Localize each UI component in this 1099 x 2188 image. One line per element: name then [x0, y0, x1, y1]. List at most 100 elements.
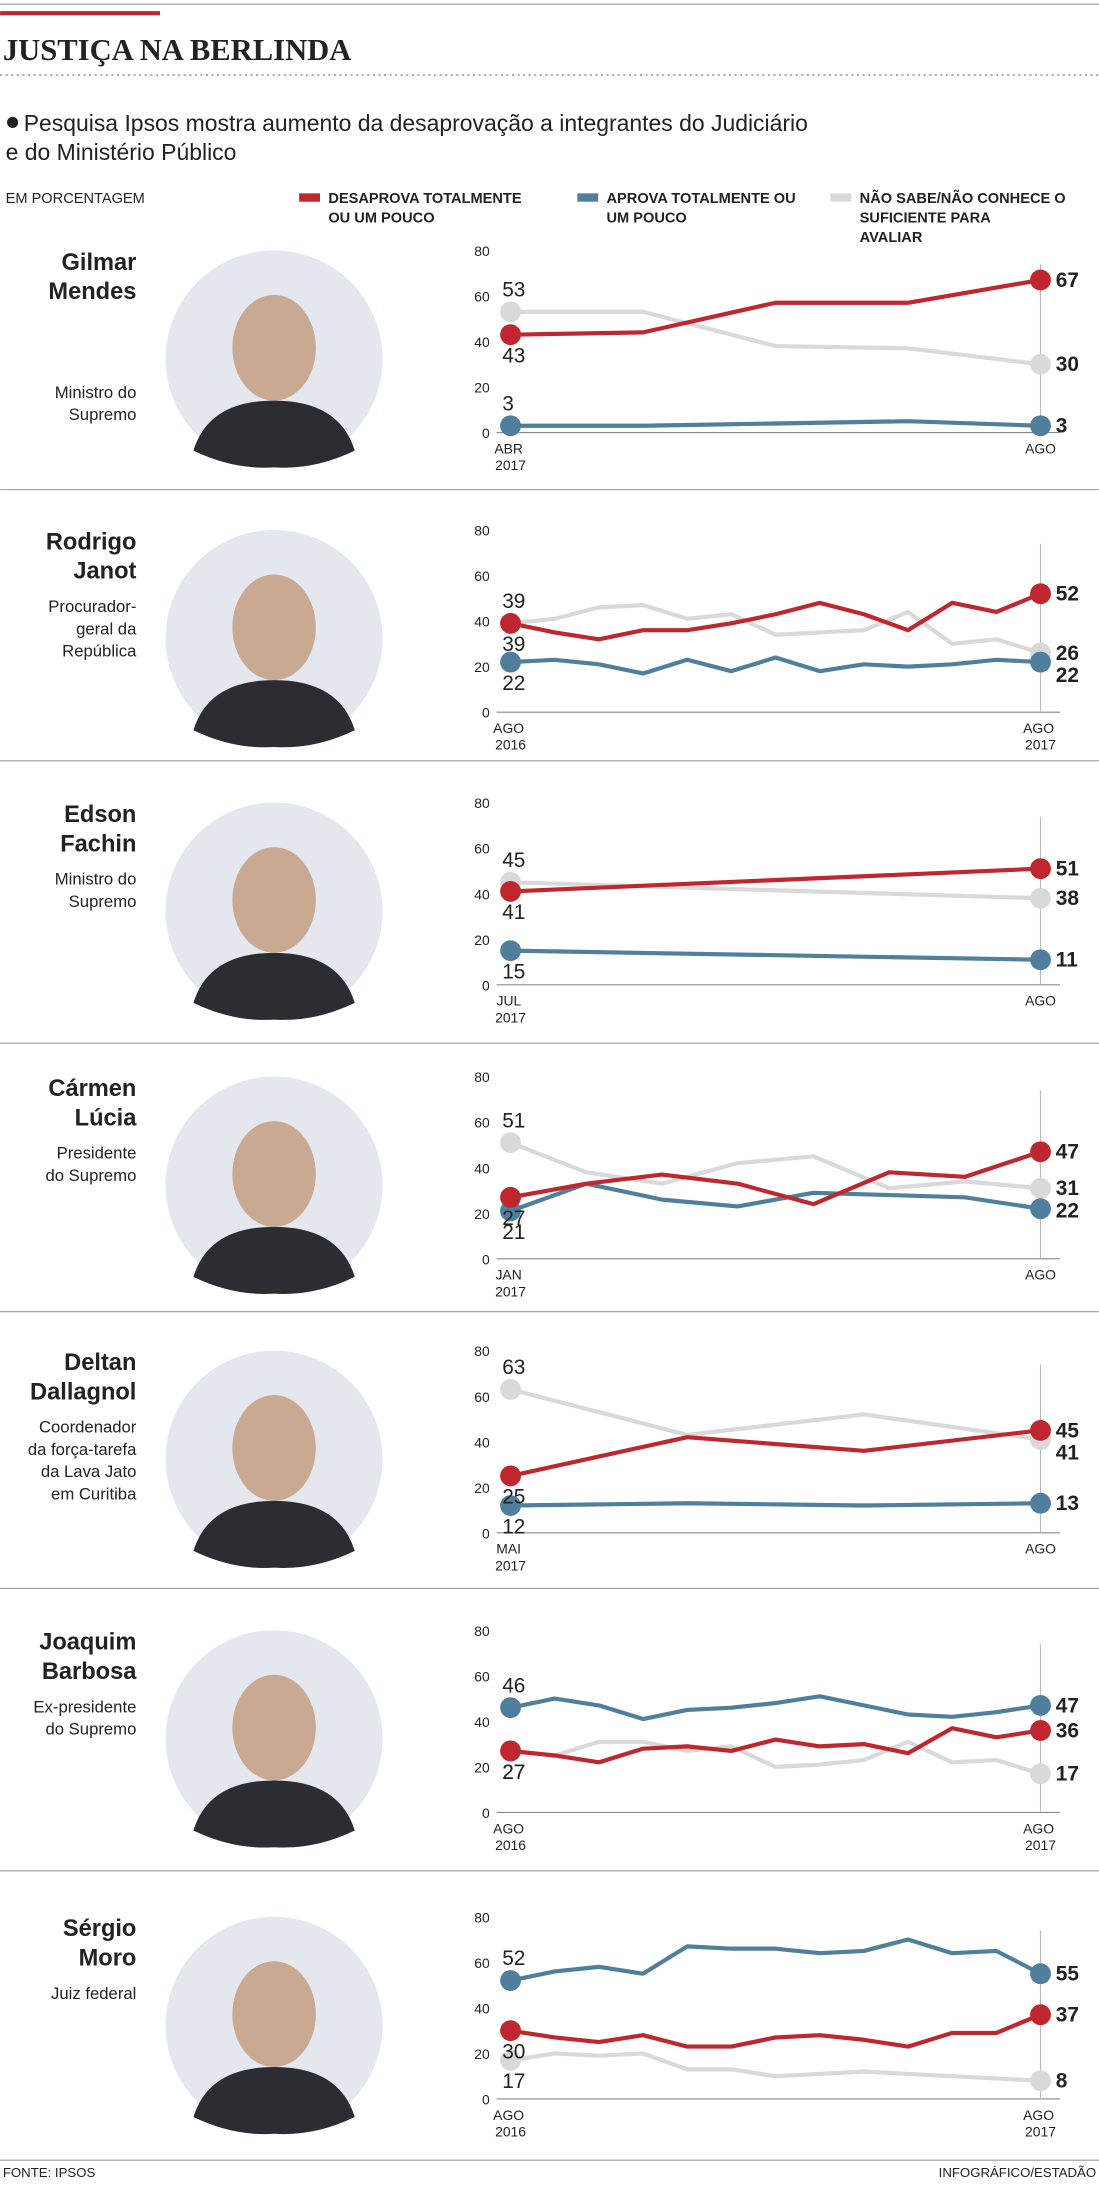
y-tick-label: 80 — [474, 1343, 490, 1359]
end-dot — [1030, 887, 1051, 909]
x-tick-label: AGO — [1025, 993, 1056, 1009]
series-line — [510, 1149, 1042, 1207]
series-line — [510, 866, 1041, 894]
start-label: 39 — [502, 633, 525, 656]
end-label: 67 — [1056, 269, 1079, 292]
credit: INFOGRÁFICO/ESTADÃO — [939, 2165, 1096, 2180]
end-dot — [1030, 1720, 1051, 1741]
y-tick-label: 60 — [474, 1668, 490, 1684]
end-dot — [1030, 858, 1051, 880]
series-line — [510, 419, 1041, 428]
legend-label: NÃO SABE/NÃO CONHECE O SUFICIENTE PARA A… — [860, 189, 1070, 246]
y-tick-label: 0 — [482, 2092, 490, 2108]
x-tick-label: ABR 2017 — [494, 440, 526, 473]
end-dot — [500, 1132, 521, 1154]
person-role: Procurador-geral da República — [48, 597, 137, 661]
subtitle-line: e do Ministério Público — [6, 139, 237, 165]
photo-body — [193, 400, 355, 468]
y-tick-label: 0 — [482, 1525, 490, 1541]
person-role-line: Supremo — [69, 405, 137, 424]
end-label: 8 — [1056, 2070, 1068, 2093]
end-dot — [1030, 2004, 1051, 2026]
end-label: 41 — [1056, 1442, 1080, 1465]
x-tick-label: AGO 2017 — [1023, 720, 1058, 753]
end-label: 31 — [1056, 1177, 1080, 1200]
y-tick-label: 40 — [474, 334, 490, 350]
series-line — [510, 2012, 1042, 2049]
start-label: 51 — [502, 1109, 525, 1132]
y-tick-label: 20 — [474, 659, 490, 675]
person-role-line: Procurador- — [48, 597, 136, 616]
series-line — [510, 309, 1041, 367]
person-name-line: Janot — [73, 559, 136, 585]
photo-head — [232, 1674, 316, 1781]
end-dot — [500, 1495, 521, 1516]
end-label: 22 — [1056, 1199, 1079, 1222]
person-role-line: do Supremo — [45, 1720, 136, 1739]
end-label: 17 — [1056, 1763, 1079, 1786]
end-dot — [1030, 1492, 1051, 1514]
x-tick-label: AGO — [1025, 440, 1056, 456]
end-dot — [500, 2049, 521, 2071]
legend-swatch — [299, 193, 320, 202]
person-name-line: Gilmar — [62, 250, 137, 276]
person-role-line: da Lava Jato — [41, 1462, 137, 1481]
end-label: 36 — [1056, 1719, 1079, 1742]
person-name-line: Deltan — [64, 1350, 136, 1376]
person-role: Juiz federal — [51, 1984, 136, 2003]
y-tick-label: 40 — [474, 614, 490, 630]
photo-body — [193, 1226, 355, 1294]
start-label: 39 — [502, 590, 525, 613]
legend-label: DESAPROVA TOTALMENTE OU UM POUCO — [328, 191, 525, 226]
accent-bar — [0, 11, 161, 16]
person-role-line: Presidente — [57, 1144, 137, 1163]
start-label: 45 — [502, 849, 525, 872]
person-role-line: Supremo — [69, 892, 137, 911]
x-tick-label: MAI 2017 — [495, 1541, 526, 1574]
end-dot — [500, 1378, 521, 1400]
start-label: 15 — [502, 960, 525, 983]
photo-body — [193, 1500, 355, 1568]
series-line — [510, 603, 1042, 655]
y-tick-label: 40 — [474, 886, 490, 902]
start-label: 17 — [502, 2070, 525, 2093]
y-tick-label: 60 — [474, 288, 490, 304]
person-role-line: Ministro do — [55, 383, 137, 402]
start-label: 27 — [502, 1207, 525, 1230]
end-dot — [1030, 415, 1051, 437]
person-role: Ministro do Supremo — [55, 870, 137, 911]
person-name: Edson Fachin — [60, 802, 136, 857]
series-line — [510, 1428, 1041, 1478]
series-line — [510, 1739, 1042, 1776]
start-label: 30 — [502, 2040, 525, 2063]
series-line — [509, 1181, 1041, 1213]
x-tick-label: AGO — [1025, 1267, 1056, 1283]
photo-head — [232, 1395, 316, 1501]
person-name-line: Barbosa — [42, 1659, 137, 1685]
end-label: 22 — [1056, 664, 1079, 687]
end-label: 45 — [1056, 1419, 1080, 1442]
end-dot — [1030, 1141, 1051, 1163]
x-tick-label: JUL 2017 — [495, 993, 526, 1026]
end-label: 55 — [1056, 1963, 1080, 1986]
person-role-line: geral da — [76, 619, 137, 638]
y-tick-label: 40 — [474, 1434, 490, 1450]
end-dot — [500, 1697, 521, 1719]
end-dot — [500, 940, 521, 962]
y-tick-label: 80 — [474, 243, 490, 259]
series-line — [510, 1694, 1041, 1722]
series-line — [510, 948, 1041, 962]
person-name-line: Joaquim — [39, 1630, 136, 1656]
x-tick-label: AGO — [1025, 1541, 1056, 1557]
end-dot — [500, 2020, 521, 2042]
photo-body — [193, 680, 355, 748]
end-label: 30 — [1056, 353, 1079, 376]
subtitle-line: Pesquisa Ipsos mostra aumento da desapro… — [24, 110, 808, 136]
series-line — [510, 591, 1042, 642]
y-tick-label: 0 — [482, 705, 490, 721]
start-label: 27 — [502, 1761, 525, 1784]
x-tick-label: AGO 2016 — [493, 2107, 528, 2140]
y-tick-label: 60 — [474, 1955, 490, 1971]
end-label: 47 — [1056, 1694, 1079, 1717]
person-role-line: Juiz federal — [51, 1984, 136, 2003]
